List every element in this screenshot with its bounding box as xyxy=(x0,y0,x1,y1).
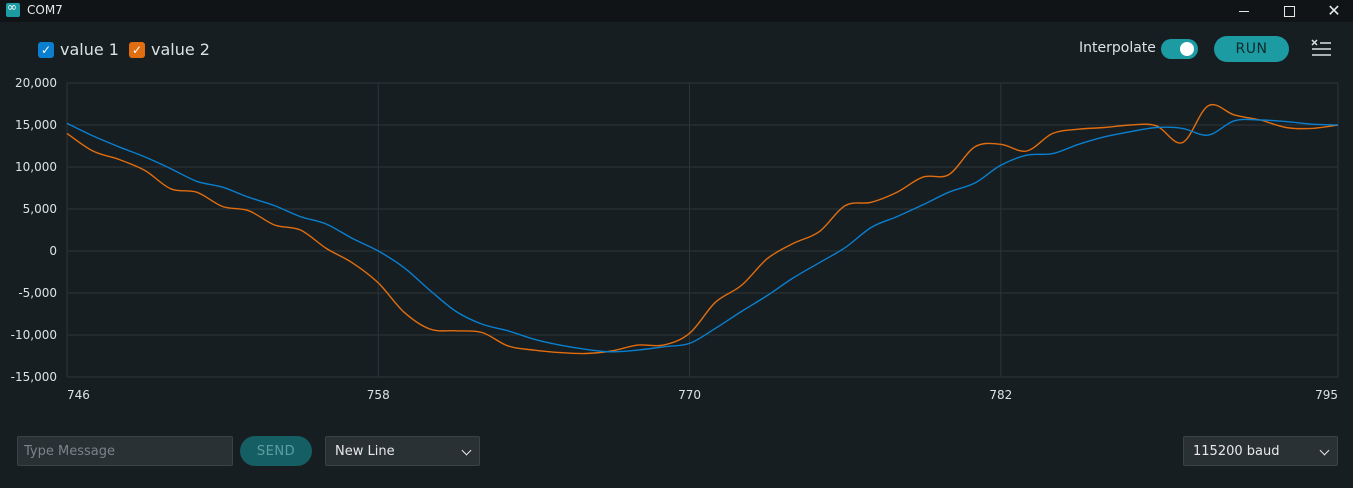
x-tick-label: 782 xyxy=(989,388,1012,402)
legend-item-value-1[interactable]: ✓ value 1 xyxy=(38,40,119,59)
send-button[interactable]: SEND xyxy=(240,436,312,466)
chevron-down-icon xyxy=(1319,445,1330,456)
window-title: COM7 xyxy=(27,3,63,17)
maximize-icon xyxy=(1283,5,1295,17)
y-tick-label: 20,000 xyxy=(15,76,57,90)
y-tick-label: 5,000 xyxy=(23,202,57,216)
close-button[interactable]: ✕ xyxy=(1311,0,1353,22)
run-button[interactable]: RUN xyxy=(1214,36,1289,62)
toggle-knob xyxy=(1180,42,1194,56)
minimize-button[interactable] xyxy=(1221,0,1267,22)
y-tick-label: 10,000 xyxy=(15,160,57,174)
line-ending-select[interactable]: New Line xyxy=(325,436,480,466)
x-tick-label: 770 xyxy=(678,388,701,402)
series-line-value-2 xyxy=(66,103,1339,355)
x-axis-ticks: 746 758 770 782 795 xyxy=(67,388,1338,402)
maximize-button[interactable] xyxy=(1266,0,1312,22)
chevron-down-icon xyxy=(461,445,472,456)
message-input[interactable] xyxy=(17,436,233,466)
y-tick-label: -15,000 xyxy=(11,370,57,384)
arduino-icon xyxy=(6,0,20,17)
serial-plotter-chart: 20,000 15,000 10,000 5,000 0 -5,000 -10,000 -15… xyxy=(11,76,1339,402)
line-ending-value: New Line xyxy=(335,443,395,459)
series-line-value-1 xyxy=(66,118,1339,353)
x-tick-label: 795 xyxy=(1315,388,1338,402)
y-tick-label: -10,000 xyxy=(11,328,57,342)
interpolate-toggle[interactable] xyxy=(1161,39,1198,59)
chart-grid xyxy=(66,82,1339,378)
y-tick-label: 0 xyxy=(49,244,57,258)
legend-label: value 2 xyxy=(151,40,210,59)
minimize-icon xyxy=(1239,10,1249,12)
chart-series xyxy=(66,103,1339,355)
interpolate-label: Interpolate xyxy=(1079,40,1156,56)
clear-list-icon[interactable] xyxy=(1311,39,1331,57)
y-axis-ticks: 20,000 15,000 10,000 5,000 0 -5,000 -10,000 -15… xyxy=(11,76,57,384)
legend-item-value-2[interactable]: ✓ value 2 xyxy=(129,40,210,59)
checkbox-checked-icon[interactable]: ✓ xyxy=(38,41,54,58)
close-icon: ✕ xyxy=(1327,1,1341,20)
baud-rate-select[interactable]: 115200 baud xyxy=(1183,436,1338,466)
y-tick-label: -5,000 xyxy=(18,286,57,300)
x-tick-label: 746 xyxy=(67,388,90,402)
checkbox-checked-icon[interactable]: ✓ xyxy=(129,41,145,58)
x-tick-label: 758 xyxy=(367,388,390,402)
y-tick-label: 15,000 xyxy=(15,118,57,132)
baud-rate-value: 115200 baud xyxy=(1193,443,1280,459)
title-bar: COM7 ✕ xyxy=(0,0,1353,22)
legend-label: value 1 xyxy=(60,40,119,59)
